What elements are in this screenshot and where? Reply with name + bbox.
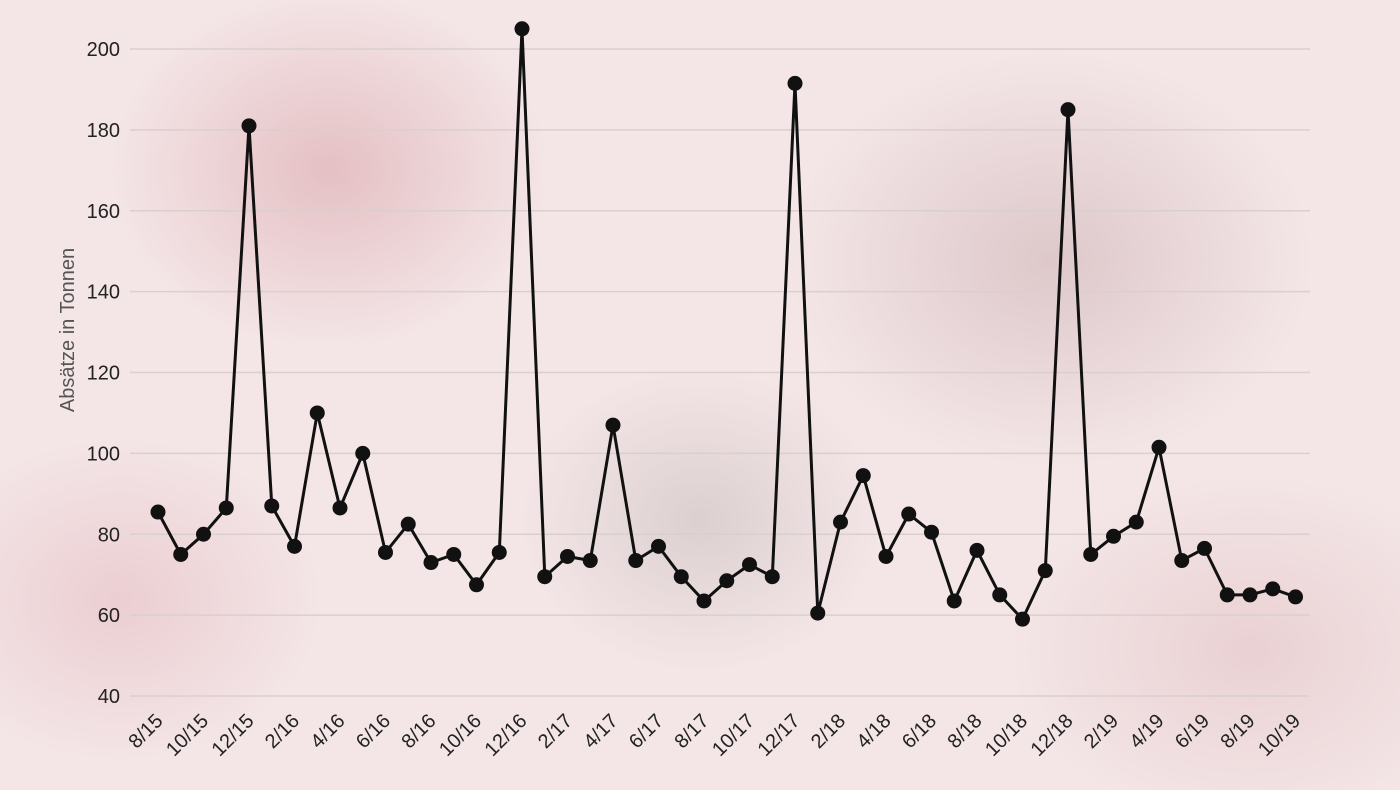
y-tick-label-200: 200 bbox=[87, 39, 120, 61]
data-point-10/19 bbox=[1288, 589, 1303, 605]
x-tick-label-6/17: 6/17 bbox=[625, 710, 668, 753]
x-tick-label-2/16: 2/16 bbox=[261, 710, 304, 753]
data-point-7/18 bbox=[946, 593, 962, 609]
x-tick-label-2/18: 2/18 bbox=[807, 710, 850, 753]
x-tick-label-10/16: 10/16 bbox=[435, 710, 486, 761]
data-point-1/17 bbox=[537, 569, 553, 585]
data-point-9/18 bbox=[992, 587, 1008, 603]
y-tick-label-160: 160 bbox=[87, 201, 120, 223]
y-tick-label-100: 100 bbox=[87, 443, 120, 465]
data-point-8/18 bbox=[969, 542, 985, 558]
data-point-9/16 bbox=[446, 546, 462, 562]
x-tick-label-8/19: 8/19 bbox=[1216, 710, 1259, 753]
x-tick-label-12/18: 12/18 bbox=[1027, 710, 1078, 761]
y-tick-label-120: 120 bbox=[87, 363, 120, 385]
data-point-2/18 bbox=[833, 514, 848, 530]
data-point-3/16 bbox=[309, 405, 325, 421]
x-tick-label-6/18: 6/18 bbox=[898, 710, 941, 753]
data-point-4/17 bbox=[605, 417, 621, 433]
data-point-3/18 bbox=[855, 468, 871, 484]
data-point-9/15 bbox=[173, 546, 189, 562]
data-point-2/17 bbox=[560, 548, 575, 564]
y-axis-title: Absätze in Tonnen bbox=[57, 248, 79, 412]
x-tick-label-8/15: 8/15 bbox=[124, 710, 167, 753]
data-point-9/19 bbox=[1265, 581, 1281, 597]
y-tick-label-40: 40 bbox=[98, 686, 120, 708]
data-point-2/16 bbox=[287, 538, 302, 554]
x-tick-label-4/16: 4/16 bbox=[306, 710, 349, 753]
y-tick-label-140: 140 bbox=[87, 282, 120, 304]
y-tick-label-60: 60 bbox=[98, 605, 120, 627]
data-point-12/16 bbox=[514, 21, 530, 37]
data-point-9/17 bbox=[719, 573, 735, 589]
data-point-11/15 bbox=[218, 500, 234, 516]
data-point-3/17 bbox=[582, 553, 598, 569]
x-tick-label-12/16: 12/16 bbox=[481, 710, 532, 761]
data-point-5/19 bbox=[1174, 553, 1190, 569]
data-point-11/17 bbox=[764, 569, 780, 585]
y-axis-ticks: 40 60 80 100 120 140 160 180 200 bbox=[87, 39, 120, 708]
data-point-6/18 bbox=[924, 524, 939, 540]
data-point-8/17 bbox=[696, 593, 712, 609]
x-tick-label-4/19: 4/19 bbox=[1125, 710, 1168, 753]
y-tick-label-180: 180 bbox=[87, 120, 120, 142]
data-point-4/18 bbox=[878, 548, 894, 564]
data-point-3/19 bbox=[1128, 514, 1144, 530]
data-point-8/16 bbox=[423, 555, 439, 571]
x-tick-label-10/18: 10/18 bbox=[981, 710, 1032, 761]
data-point-5/18 bbox=[901, 506, 917, 522]
data-point-6/19 bbox=[1197, 540, 1212, 556]
data-point-1/16 bbox=[264, 498, 280, 514]
data-point-12/15 bbox=[241, 118, 257, 134]
x-tick-label-12/15: 12/15 bbox=[208, 710, 259, 761]
data-point-7/16 bbox=[400, 516, 416, 532]
data-point-7/19 bbox=[1219, 587, 1235, 603]
data-point-12/18 bbox=[1060, 102, 1076, 118]
data-point-12/17 bbox=[787, 75, 803, 91]
x-tick-label-10/19: 10/19 bbox=[1254, 710, 1305, 761]
data-point-5/17 bbox=[628, 553, 644, 569]
y-tick-label-80: 80 bbox=[98, 524, 120, 546]
data-point-2/19 bbox=[1106, 528, 1121, 544]
data-point-10/15 bbox=[196, 526, 211, 542]
data-point-1/18 bbox=[810, 605, 826, 621]
series-line bbox=[156, 28, 1297, 622]
x-tick-label-10/15: 10/15 bbox=[162, 710, 213, 761]
x-tick-label-4/18: 4/18 bbox=[852, 710, 895, 753]
x-tick-label-8/16: 8/16 bbox=[397, 710, 440, 753]
data-point-8/15 bbox=[150, 504, 166, 520]
x-tick-label-4/17: 4/17 bbox=[579, 710, 622, 753]
x-tick-label-8/17: 8/17 bbox=[670, 710, 713, 753]
data-point-11/16 bbox=[491, 544, 507, 560]
data-point-10/16 bbox=[469, 577, 484, 593]
data-point-11/18 bbox=[1037, 563, 1053, 579]
gridlines bbox=[130, 48, 1310, 697]
x-tick-label-6/16: 6/16 bbox=[352, 710, 395, 753]
data-point-5/16 bbox=[355, 445, 371, 461]
x-tick-label-8/18: 8/18 bbox=[943, 710, 986, 753]
data-point-4/16 bbox=[332, 500, 348, 516]
data-point-8/19 bbox=[1242, 587, 1258, 603]
x-tick-label-2/17: 2/17 bbox=[534, 710, 577, 753]
data-point-7/17 bbox=[673, 569, 689, 585]
x-tick-label-6/19: 6/19 bbox=[1171, 710, 1214, 753]
data-point-6/17 bbox=[651, 538, 666, 554]
data-point-10/17 bbox=[742, 557, 757, 573]
data-point-4/19 bbox=[1151, 439, 1167, 455]
x-tick-label-12/17: 12/17 bbox=[754, 710, 805, 761]
x-tick-label-10/17: 10/17 bbox=[708, 710, 759, 761]
data-point-6/16 bbox=[378, 544, 393, 560]
data-point-10/18 bbox=[1015, 611, 1030, 627]
x-tick-label-2/19: 2/19 bbox=[1080, 710, 1123, 753]
data-series bbox=[150, 21, 1303, 627]
data-point-1/19 bbox=[1083, 546, 1099, 562]
